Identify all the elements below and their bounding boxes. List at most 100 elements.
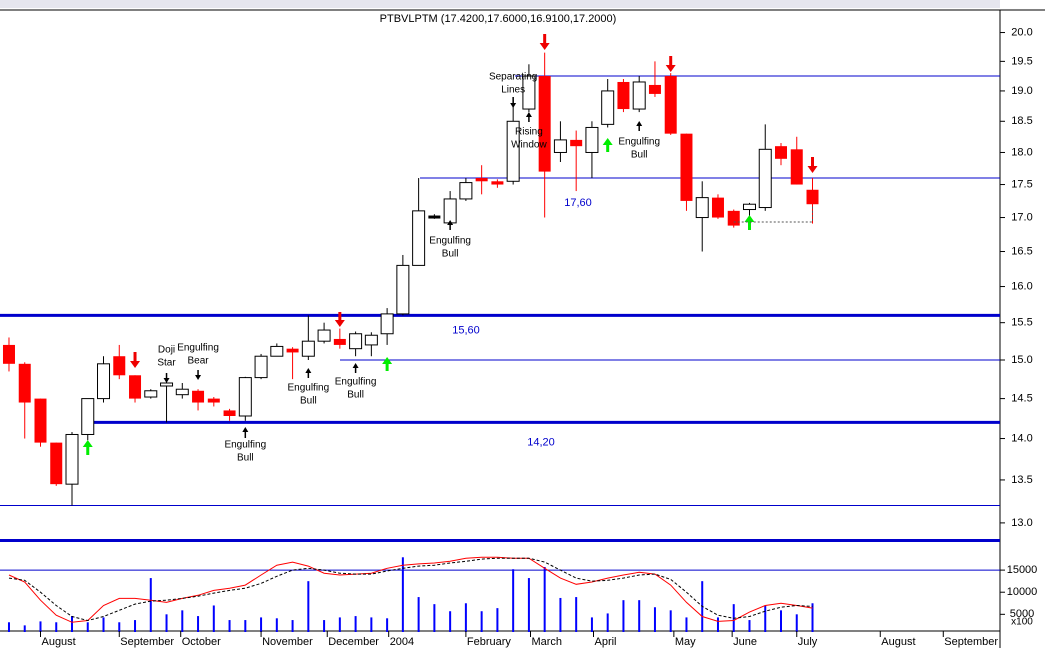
candle-body (553, 139, 567, 153)
annotation: Engulfing (335, 377, 377, 388)
volume-bar (512, 569, 515, 632)
volume-bar (622, 600, 625, 632)
candle-body (286, 348, 299, 353)
x-tick-label: December (328, 636, 379, 648)
support-label: 15,60 (452, 324, 480, 336)
x-tick-label: September (944, 636, 998, 648)
volume-bar (86, 622, 89, 632)
volume-bar (795, 614, 798, 632)
y-tick-label: 15000 (1007, 564, 1038, 576)
arrow-head (744, 215, 755, 222)
volume-bar (401, 557, 404, 632)
arrow-head (510, 103, 517, 108)
volume-bar (779, 610, 782, 632)
candle-body (50, 442, 63, 485)
volume-bar (102, 617, 105, 632)
candle-body (333, 338, 346, 345)
annotation: Bear (187, 356, 209, 367)
annotation: Engulfing (429, 236, 471, 247)
candle-body (349, 333, 363, 350)
annotation: Bull (442, 249, 459, 260)
annotation: Engulfing (618, 137, 660, 148)
arrow-head (807, 166, 818, 173)
top-strip (0, 0, 1000, 8)
volume-bar (669, 610, 672, 632)
volume-bar (433, 604, 436, 632)
y-tick-label: 15.5 (1011, 317, 1032, 329)
volume-bar (134, 620, 137, 632)
candle-body (175, 388, 189, 396)
candle-body (192, 390, 205, 403)
annotation: Bull (631, 150, 648, 161)
candle-body (538, 76, 551, 172)
annotation: Bull (347, 390, 364, 401)
y-tick-label: 20.0 (1011, 26, 1032, 38)
candle-body (680, 133, 693, 201)
volume-bar (212, 605, 215, 632)
candle-body (81, 398, 95, 435)
x-tick-label: April (595, 636, 617, 648)
candle-body (774, 146, 787, 159)
x-tick-label: October (182, 636, 221, 648)
volume-bar (338, 617, 341, 632)
volume-bar (543, 567, 546, 632)
y-tick-label: 5000 (1010, 608, 1034, 620)
candle-body (617, 81, 630, 110)
candle-body (601, 90, 615, 125)
x-tick-label: February (467, 636, 512, 648)
y-tick-label: 16.0 (1011, 280, 1032, 292)
annotation: Separating (489, 72, 537, 83)
y-tick-label: 19.5 (1011, 55, 1032, 67)
arrow-head (163, 378, 170, 383)
candle-body (160, 382, 174, 387)
volume-bar (496, 608, 499, 632)
volume-bar (228, 620, 231, 632)
x-tick-label: May (675, 636, 696, 648)
volume-bar (575, 597, 578, 632)
volume-bar (275, 618, 278, 632)
x-tick-label: August (881, 636, 915, 648)
candle-body (790, 149, 803, 185)
candle-body (412, 210, 426, 266)
volume-bar (39, 621, 42, 632)
arrow-head (130, 361, 141, 368)
volume-bar (71, 616, 74, 632)
volume-bar (606, 613, 609, 632)
support-label: 17,60 (564, 197, 592, 209)
candle-body (97, 363, 111, 400)
candle-body (396, 264, 410, 315)
volume-bar (638, 600, 641, 632)
arrow-head (539, 43, 550, 50)
arrow-head (602, 138, 613, 145)
annotation: Window (511, 140, 547, 151)
volume-bar (291, 620, 294, 632)
volume-bar (244, 620, 247, 632)
arrow-head (195, 375, 202, 380)
volume-bar (149, 578, 152, 632)
y-tick-label: 14.0 (1011, 432, 1032, 444)
candle-body (2, 344, 15, 364)
annotation: Bull (237, 453, 254, 464)
candle-body (695, 197, 709, 219)
arrow-head (242, 427, 249, 432)
arrow-head (382, 357, 393, 364)
x-tick-label: 2004 (390, 636, 414, 648)
volume-bar (653, 607, 656, 632)
candle-body (632, 81, 646, 110)
candle-body (18, 363, 31, 403)
volume-bar (417, 597, 420, 632)
arrow-head (636, 121, 643, 126)
annotation: Bull (300, 396, 317, 407)
candle-body (113, 356, 126, 376)
y-tick-label: 13.5 (1011, 474, 1032, 486)
chart-title: PTBVLPTM (17.4200,17.6000,16.9100,17.200… (380, 13, 617, 25)
candle-body (711, 197, 724, 218)
volume-bar (748, 620, 751, 632)
candle-body (742, 203, 756, 211)
candle-body (129, 375, 142, 399)
arrow-head (305, 368, 312, 373)
arrow-head (665, 65, 676, 72)
y-tick-label: 18.5 (1011, 115, 1032, 127)
volume-bar (260, 617, 263, 632)
